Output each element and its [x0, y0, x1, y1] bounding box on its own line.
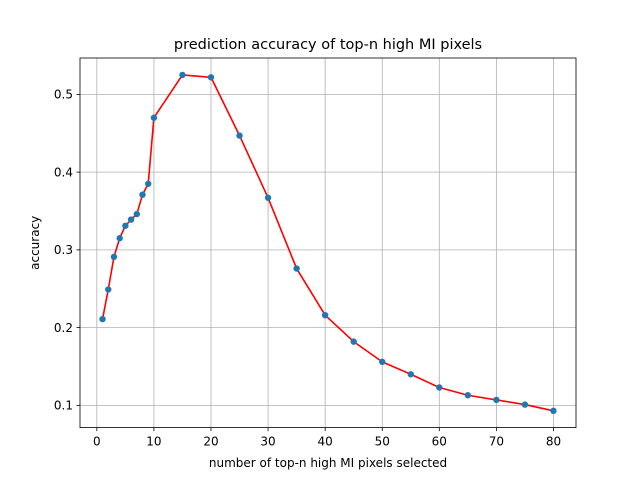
axes-frame: [79, 57, 577, 429]
x-tick-label: 30: [260, 435, 275, 449]
data-point: [236, 132, 243, 139]
data-point: [145, 180, 152, 187]
data-point: [127, 216, 135, 223]
y-tick-label: 0.2: [54, 321, 73, 335]
data-point: [179, 71, 186, 79]
data-point: [293, 265, 300, 272]
data-point: [350, 338, 357, 345]
x-tick-label: 50: [375, 435, 390, 449]
data-point: [110, 253, 118, 261]
x-tick-label: 10: [146, 435, 161, 449]
x-tick-label: 80: [546, 435, 561, 449]
data-point: [493, 396, 500, 404]
data-point: [207, 74, 215, 81]
data-point: [150, 114, 158, 121]
grid-lines: [80, 58, 576, 428]
x-tick-label: 40: [318, 435, 333, 449]
data-point: [321, 311, 329, 319]
y-tick-label: 0.1: [54, 399, 73, 413]
data-point: [133, 210, 140, 218]
data-point: [116, 235, 123, 242]
data-point: [264, 194, 272, 201]
data-point: [99, 315, 106, 323]
y-tick-label: 0.3: [54, 243, 73, 257]
x-axis-ticks: 0 10 20 30 40 50 60 70 80: [93, 427, 561, 449]
x-axis-label: number of top-n high MI pixels selected: [209, 456, 447, 470]
y-axis-ticks: 0.1 0.2 0.3 0.4 0.5: [54, 88, 80, 413]
data-point: [139, 191, 146, 198]
data-point: [379, 358, 386, 366]
data-point: [105, 286, 112, 293]
x-tick-label: 70: [489, 435, 504, 449]
data-point: [122, 222, 129, 229]
data-point: [550, 407, 557, 415]
y-tick-label: 0.4: [54, 165, 73, 179]
x-tick-label: 20: [203, 435, 218, 449]
data-point: [407, 371, 414, 378]
x-tick-label: 60: [432, 435, 447, 449]
y-axis-label: accuracy: [28, 216, 42, 270]
data-point: [521, 401, 529, 408]
data-point: [436, 384, 443, 391]
x-tick-label: 0: [93, 435, 101, 449]
y-tick-label: 0.5: [54, 88, 73, 102]
chart-title: prediction accuracy of top-n high MI pix…: [174, 37, 482, 53]
series-marker-layer: [99, 71, 557, 415]
data-point: [464, 392, 472, 399]
